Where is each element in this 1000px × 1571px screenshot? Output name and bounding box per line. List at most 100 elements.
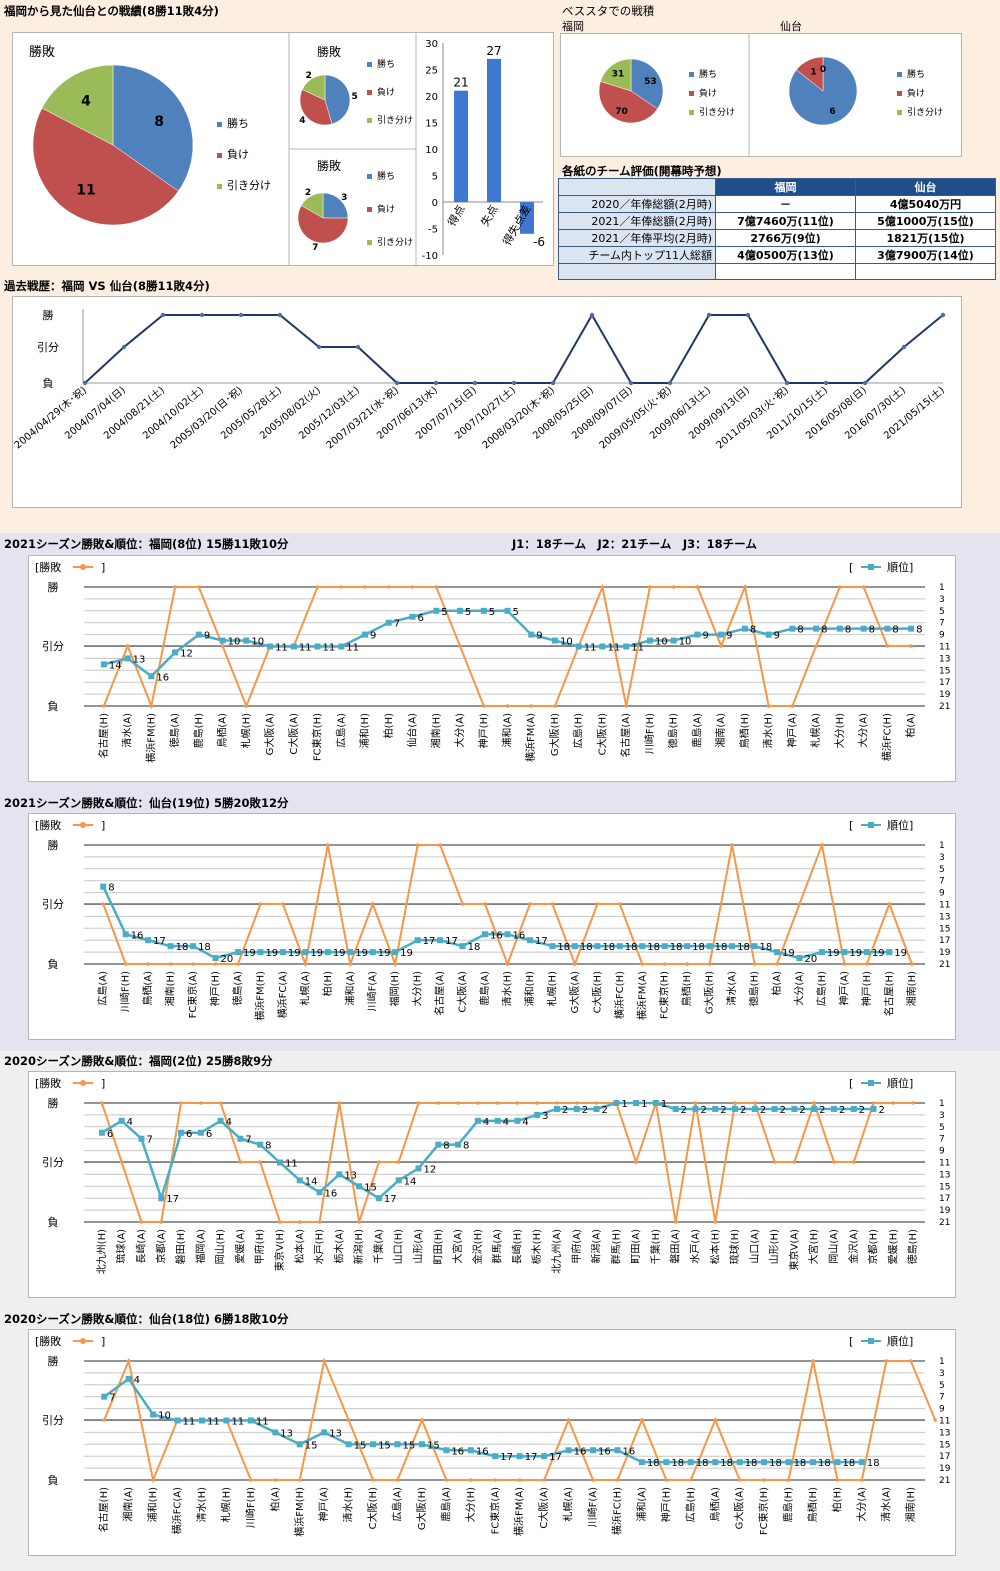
opponent-label: C大阪(H) <box>595 713 608 755</box>
legend-label: 引き分け <box>377 237 413 248</box>
opponent-label: 清水(H) <box>342 1487 355 1522</box>
rank-value-label: 19 <box>378 948 391 959</box>
rank-value-label: 15 <box>354 1440 367 1451</box>
wl-point <box>278 1220 282 1224</box>
bessta-panel: 53 70 31 勝ち 負け 引き分け 6 1 0 勝ち 負け 引き分け <box>560 33 962 157</box>
wl-point <box>689 1478 693 1482</box>
rank-point <box>870 1105 877 1112</box>
legend-rank-marker <box>868 1338 874 1344</box>
bessta-title: ベススタでの戦積 <box>562 4 655 18</box>
legend-wl-text: [勝敗 <box>35 818 61 832</box>
wl-point <box>553 704 557 708</box>
rank-tick: 7 <box>939 1135 945 1145</box>
opponent-label: 金沢(H) <box>471 1229 484 1264</box>
legend-swatch <box>897 91 902 96</box>
opponent-label: 京都(A) <box>154 1229 167 1264</box>
opponent-label: FC東京(A) <box>488 1487 501 1534</box>
wl-point <box>812 1101 816 1105</box>
opponent-label: 横浜FM(A) <box>635 971 648 1020</box>
rank-point <box>741 625 748 632</box>
pie-value-label: 2 <box>306 71 312 81</box>
rank-value-label: 4 <box>503 1117 509 1128</box>
rank-value-label: 2 <box>700 1105 706 1116</box>
rank-tick: 13 <box>939 912 950 922</box>
rank-point <box>455 1141 462 1148</box>
opponent-label: 横浜FC(H) <box>880 713 893 761</box>
wl-point <box>517 1478 522 1482</box>
rank-point <box>613 1100 620 1106</box>
wl-ylabel: 勝 <box>48 838 59 852</box>
opponent-label: 札幌(H) <box>545 971 558 1006</box>
rank-value-label: 12 <box>180 648 193 659</box>
wl-point <box>884 1359 889 1363</box>
rank-tick: 15 <box>939 1440 950 1450</box>
opponent-label: 川崎F(H) <box>643 713 656 754</box>
wl-point <box>566 1418 571 1422</box>
opponent-label: 大分(A) <box>792 971 805 1006</box>
pie-slice <box>600 58 632 92</box>
eval-blank-cell <box>855 263 996 280</box>
eval-sendai-value: 5億1000万(15位) <box>855 212 996 230</box>
rank-tick: 21 <box>939 1476 950 1486</box>
bar-ytick: -10 <box>422 251 438 262</box>
legend-rank-text: 順位] <box>887 560 913 574</box>
rank-point <box>356 1183 363 1190</box>
rank-tick: 19 <box>939 690 951 700</box>
opponent-label: 鳥栖(H) <box>680 971 693 1006</box>
rank-value-label: 18 <box>670 942 683 953</box>
wl-point <box>393 962 398 966</box>
wl-point <box>885 644 890 648</box>
opponent-label: 鹿島(A) <box>439 1487 452 1522</box>
legend-swatch <box>367 207 372 212</box>
bar <box>520 202 534 234</box>
opponent-label: 東京V(A) <box>787 1229 800 1271</box>
wl-point <box>775 962 779 966</box>
wl-point <box>707 962 712 966</box>
wl-point <box>865 962 869 966</box>
rank-value-label: 19 <box>288 948 301 959</box>
rank-value-label: 8 <box>750 625 756 636</box>
rank-value-label: 9 <box>370 631 376 642</box>
history-point <box>511 380 517 386</box>
rank-point <box>158 1195 165 1202</box>
wl-point <box>346 1418 351 1422</box>
rank-value-label: 17 <box>525 1452 538 1463</box>
wl-point <box>505 704 510 708</box>
wl-point <box>838 585 842 589</box>
rank-point <box>646 637 653 644</box>
wl-point <box>238 1160 243 1164</box>
rank-point <box>385 619 392 626</box>
rank-point <box>614 1447 621 1454</box>
opponent-label: 川崎F(A) <box>366 971 379 1011</box>
wl-point <box>460 902 465 906</box>
rank-value-label: 18 <box>867 1458 880 1469</box>
wl-ylabel: 引分 <box>42 897 64 911</box>
rank-value-label: 16 <box>513 930 526 941</box>
history-point <box>199 312 205 318</box>
legend-bracket: ] <box>101 819 105 832</box>
bar-ytick: 30 <box>425 39 438 50</box>
wl-point <box>199 1101 203 1105</box>
pie-value-label: 1 <box>810 67 816 77</box>
rank-point <box>234 949 241 956</box>
rank-point <box>369 949 376 956</box>
wl-point <box>370 902 375 906</box>
rank-value-label: 18 <box>647 1458 660 1469</box>
opponent-label: 鳥栖(A) <box>708 1487 721 1522</box>
rank-value-label: 13 <box>280 1428 293 1439</box>
wl-point <box>322 1359 326 1363</box>
wl-point <box>664 1478 669 1482</box>
rank-tick: 19 <box>939 1206 951 1216</box>
rank-value-label: 20 <box>804 954 817 965</box>
eval-row: 2021／年俸平均(2月時) 2766万(9位) 1821万(15位) <box>558 229 996 247</box>
legend-swatch <box>689 110 694 115</box>
rank-point <box>217 1117 224 1124</box>
rank-point <box>392 949 399 956</box>
rank-point <box>694 631 701 638</box>
legend-rank-marker <box>868 564 874 570</box>
rank-value-label: 10 <box>228 637 241 648</box>
rank-value-label: 8 <box>869 625 875 636</box>
opponent-label: 湘南(H) <box>905 971 918 1006</box>
rank-value-label: 11 <box>285 1159 298 1170</box>
rank-point <box>316 1189 323 1196</box>
